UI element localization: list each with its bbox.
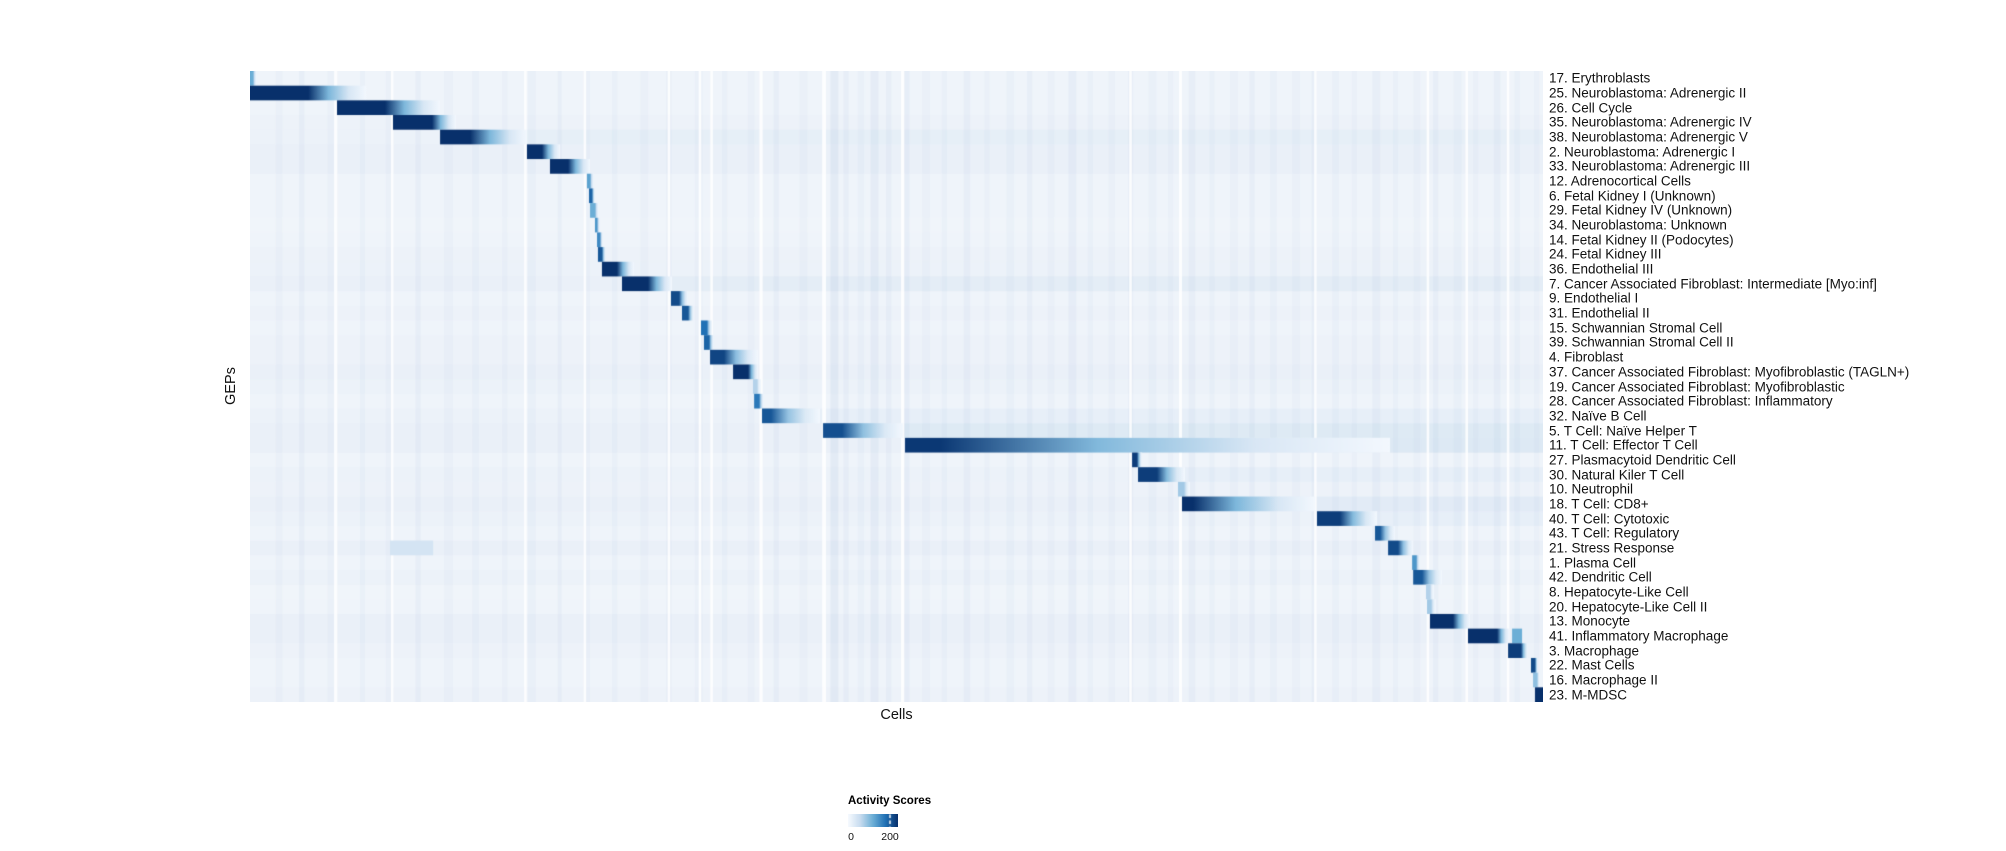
x-axis-label: Cells [880, 707, 913, 723]
row-label: 13. Monocyte [1549, 613, 1631, 629]
row-label: 38. Neuroblastoma: Adrenergic V [1549, 129, 1748, 145]
row-label: 31. Endothelial II [1549, 305, 1650, 321]
row-label: 9. Endothelial I [1549, 290, 1639, 306]
row-label: 43. T Cell: Regulatory [1549, 525, 1680, 541]
row-label: 26. Cell Cycle [1549, 99, 1633, 115]
row-label: 8. Hepatocyte-Like Cell [1549, 584, 1689, 600]
row-label: 6. Fetal Kidney I (Unknown) [1549, 187, 1716, 203]
row-label: 19. Cancer Associated Fibroblast: Myofib… [1549, 378, 1845, 394]
row-label: 21. Stress Response [1549, 540, 1675, 556]
row-label: 15. Schwannian Stromal Cell [1549, 320, 1723, 336]
row-label: 25. Neuroblastoma: Adrenergic II [1549, 85, 1747, 101]
legend-colorbar [848, 814, 898, 827]
row-label: 41. Inflammatory Macrophage [1549, 628, 1729, 644]
row-label: 20. Hepatocyte-Like Cell II [1549, 598, 1708, 614]
row-label: 35. Neuroblastoma: Adrenergic IV [1549, 114, 1752, 130]
row-label: 17. Erythroblasts [1549, 70, 1651, 86]
row-label: 4. Fibroblast [1549, 349, 1624, 365]
legend-title: Activity Scores [848, 795, 932, 807]
row-label: 12. Adrenocortical Cells [1549, 173, 1691, 189]
row-label: 32. Naïve B Cell [1549, 408, 1647, 424]
row-label: 10. Neutrophil [1549, 481, 1634, 497]
row-label: 2. Neuroblastoma: Adrenergic I [1549, 143, 1736, 159]
row-label: 36. Endothelial III [1549, 261, 1654, 277]
row-label: 7. Cancer Associated Fibroblast: Interme… [1549, 276, 1877, 292]
row-label: 5. T Cell: Naïve Helper T [1549, 422, 1697, 438]
legend-tick-max: 200 [881, 831, 899, 843]
row-label: 33. Neuroblastoma: Adrenergic III [1549, 158, 1751, 174]
row-label: 28. Cancer Associated Fibroblast: Inflam… [1549, 393, 1833, 409]
row-label: 29. Fetal Kidney IV (Unknown) [1549, 202, 1733, 218]
row-label: 16. Macrophage II [1549, 672, 1658, 688]
row-label: 3. Macrophage [1549, 642, 1640, 658]
row-label: 14. Fetal Kidney II (Podocytes) [1549, 232, 1734, 247]
row-label: 11. T Cell: Effector T Cell [1549, 437, 1698, 453]
row-label: 42. Dendritic Cell [1549, 569, 1652, 585]
row-label: 34. Neuroblastoma: Unknown [1549, 217, 1727, 233]
row-label: 37. Cancer Associated Fibroblast: Myofib… [1549, 364, 1910, 380]
row-label: 1. Plasma Cell [1549, 554, 1637, 570]
row-label: 30. Natural Kiler T Cell [1549, 466, 1685, 482]
y-axis-label: GEPs [223, 367, 239, 405]
legend: Activity Scores 0 200 [848, 795, 988, 851]
row-label: 24. Fetal Kidney III [1549, 246, 1662, 262]
row-label: 22. Mast Cells [1549, 657, 1635, 673]
row-label: 27. Plasmacytoid Dendritic Cell [1549, 452, 1736, 468]
row-label: 18. T Cell: CD8+ [1549, 496, 1649, 512]
legend-tick-min: 0 [848, 831, 854, 843]
heatmap-canvas [250, 71, 1543, 702]
row-label: 39. Schwannian Stromal Cell II [1549, 334, 1734, 350]
row-label: 23. M-MDSC [1549, 686, 1628, 702]
row-label: 40. T Cell: Cytotoxic [1549, 510, 1670, 526]
